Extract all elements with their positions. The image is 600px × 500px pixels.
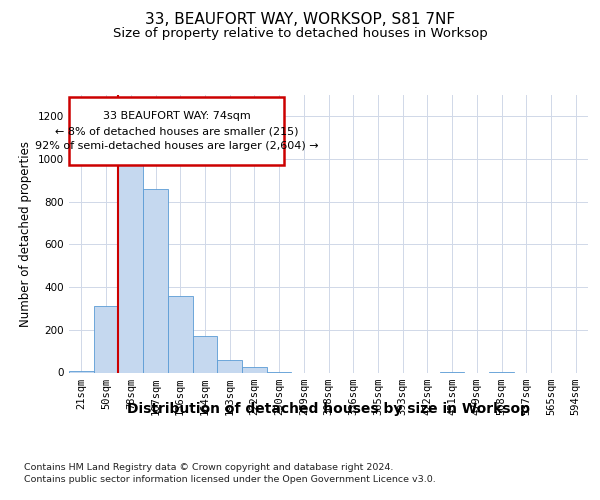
Text: Contains HM Land Registry data © Crown copyright and database right 2024.: Contains HM Land Registry data © Crown c… [24, 462, 394, 471]
Bar [94, 306, 118, 372]
Y-axis label: Number of detached properties: Number of detached properties [19, 141, 32, 327]
Bar [242, 367, 267, 372]
Bar [143, 189, 168, 372]
Bar [217, 360, 242, 372]
Bar [70, 97, 284, 166]
Bar [193, 336, 217, 372]
Text: 33 BEAUFORT WAY: 74sqm
← 8% of detached houses are smaller (215)
92% of semi-det: 33 BEAUFORT WAY: 74sqm ← 8% of detached … [35, 112, 319, 151]
Text: 33, BEAUFORT WAY, WORKSOP, S81 7NF: 33, BEAUFORT WAY, WORKSOP, S81 7NF [145, 12, 455, 28]
Bar [118, 166, 143, 372]
Text: Size of property relative to detached houses in Worksop: Size of property relative to detached ho… [113, 28, 487, 40]
Text: Distribution of detached houses by size in Worksop: Distribution of detached houses by size … [127, 402, 530, 416]
Bar [168, 296, 193, 372]
Text: Contains public sector information licensed under the Open Government Licence v3: Contains public sector information licen… [24, 475, 436, 484]
